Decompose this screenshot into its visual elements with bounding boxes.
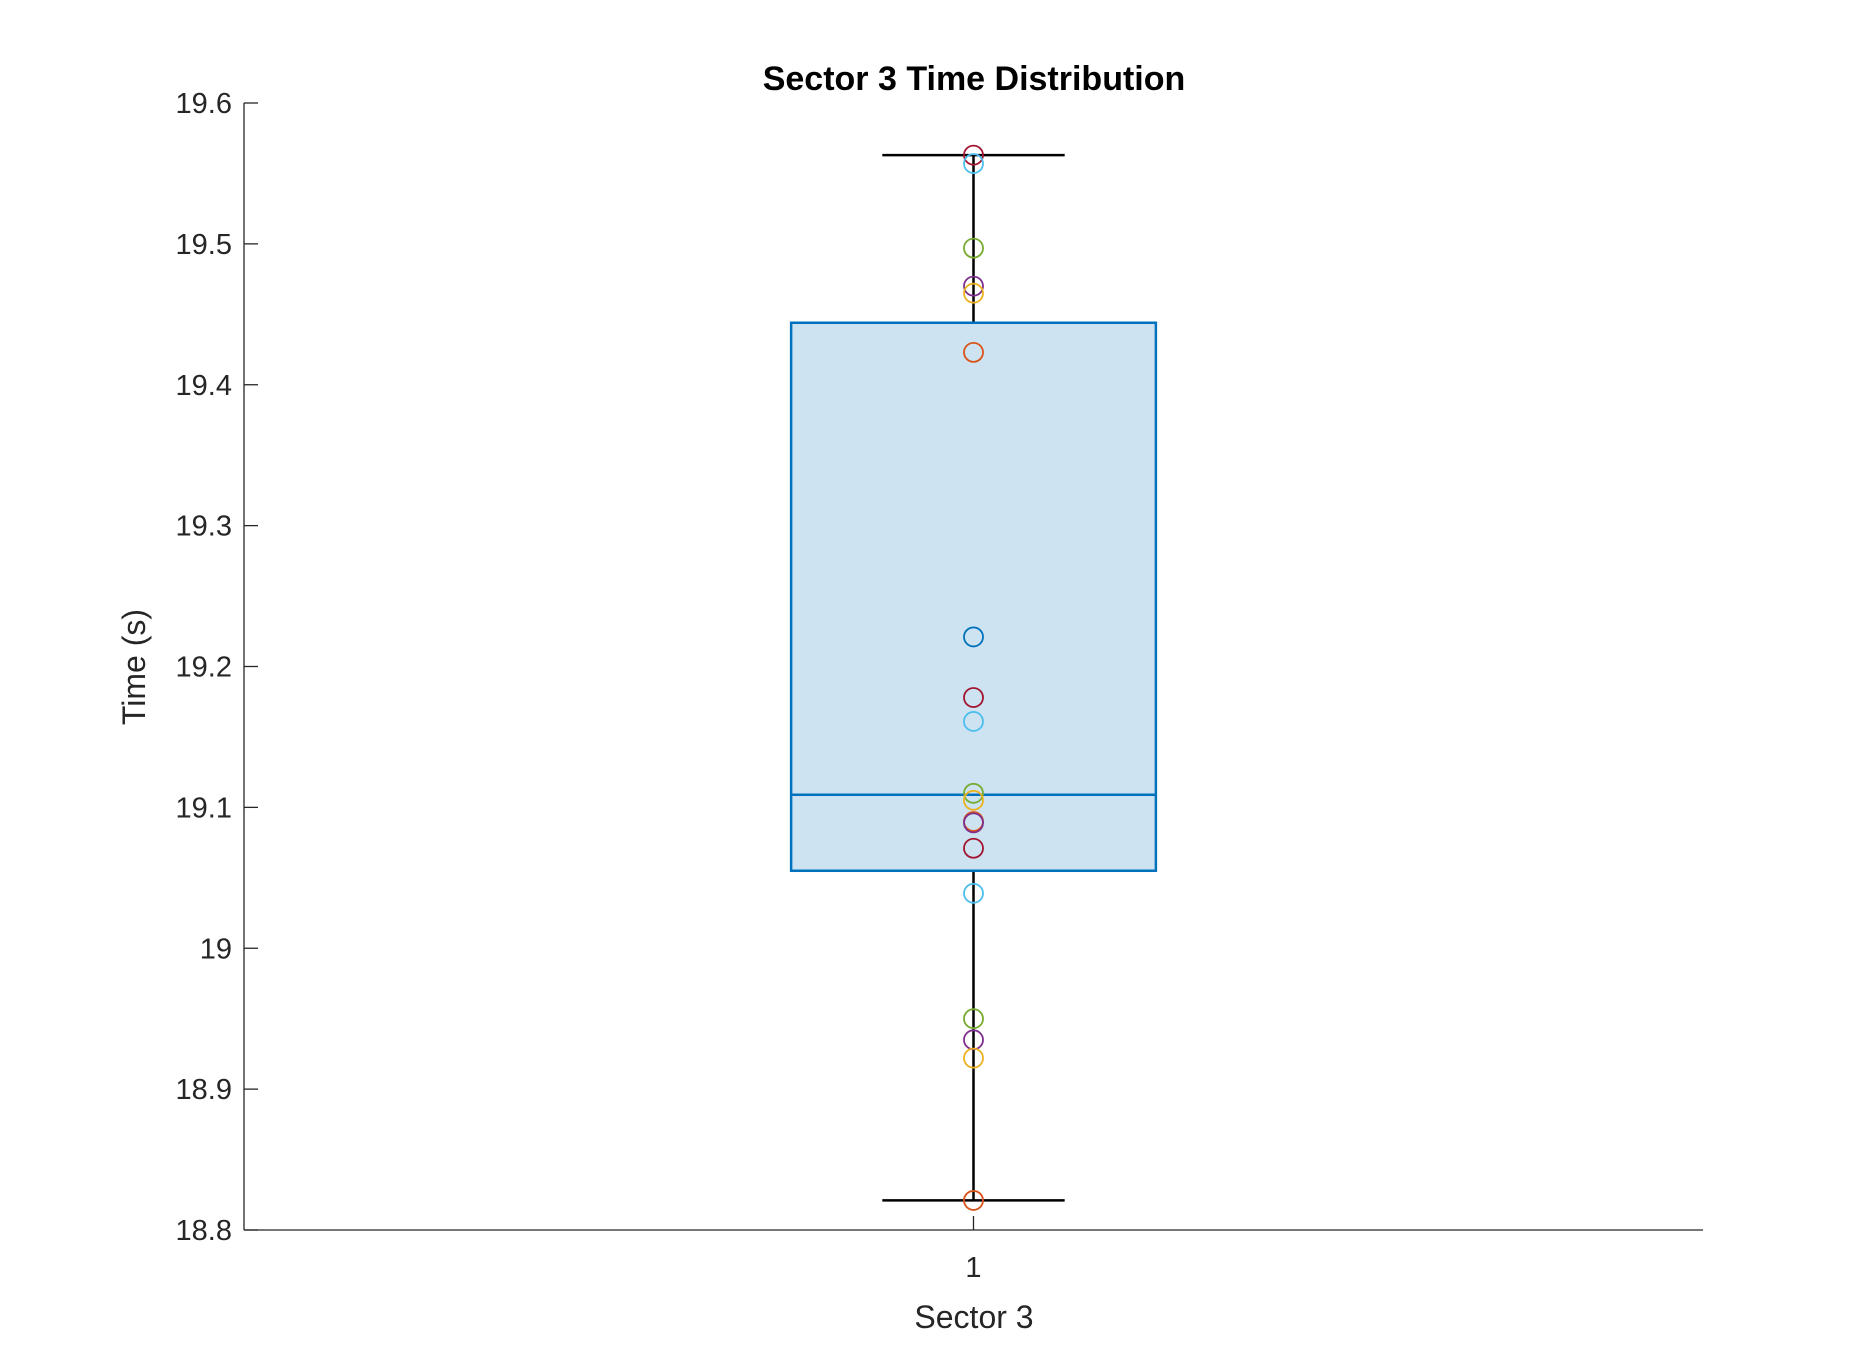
data-point: [963, 1008, 984, 1030]
data-point: [963, 882, 984, 904]
y-tick-label: 19.5: [176, 229, 232, 261]
y-tick-label: 19.1: [176, 792, 232, 824]
y-tick-label: 18.9: [176, 1074, 232, 1106]
data-point: [963, 626, 984, 648]
axes: 18.8 18.9 19 19.1 19.2 19.3 19.4 19.5 19.6 1: [176, 88, 1703, 1284]
y-axis-label: Time (s): [116, 609, 152, 725]
data-point: [963, 237, 984, 259]
data-point: [963, 812, 984, 834]
y-tick-label: 19.3: [176, 511, 232, 543]
y-tick-label: 19.2: [176, 652, 232, 684]
data-point: [963, 711, 984, 732]
y-tick-label: 19.4: [176, 370, 232, 402]
chart-title: Sector 3 Time Distribution: [763, 60, 1186, 98]
data-point: [963, 282, 984, 304]
y-tick-label: 18.8: [176, 1215, 232, 1247]
x-axis-label: Sector 3: [914, 1299, 1033, 1335]
plot-area: [789, 144, 1158, 1211]
data-point: [963, 1047, 984, 1069]
y-tick-label: 19.6: [176, 88, 232, 120]
data-point: [963, 837, 984, 859]
iqr-box: [789, 321, 1158, 873]
data-point: [963, 341, 984, 363]
data-point: [963, 144, 984, 166]
data-point: [963, 687, 984, 708]
data-point: [963, 1190, 984, 1211]
y-tick-label: 19: [200, 933, 232, 965]
data-point: [963, 275, 984, 297]
data-point: [963, 789, 984, 811]
data-point: [963, 782, 984, 804]
data-point: [963, 153, 984, 174]
x-tick-label: 1: [965, 1252, 981, 1284]
